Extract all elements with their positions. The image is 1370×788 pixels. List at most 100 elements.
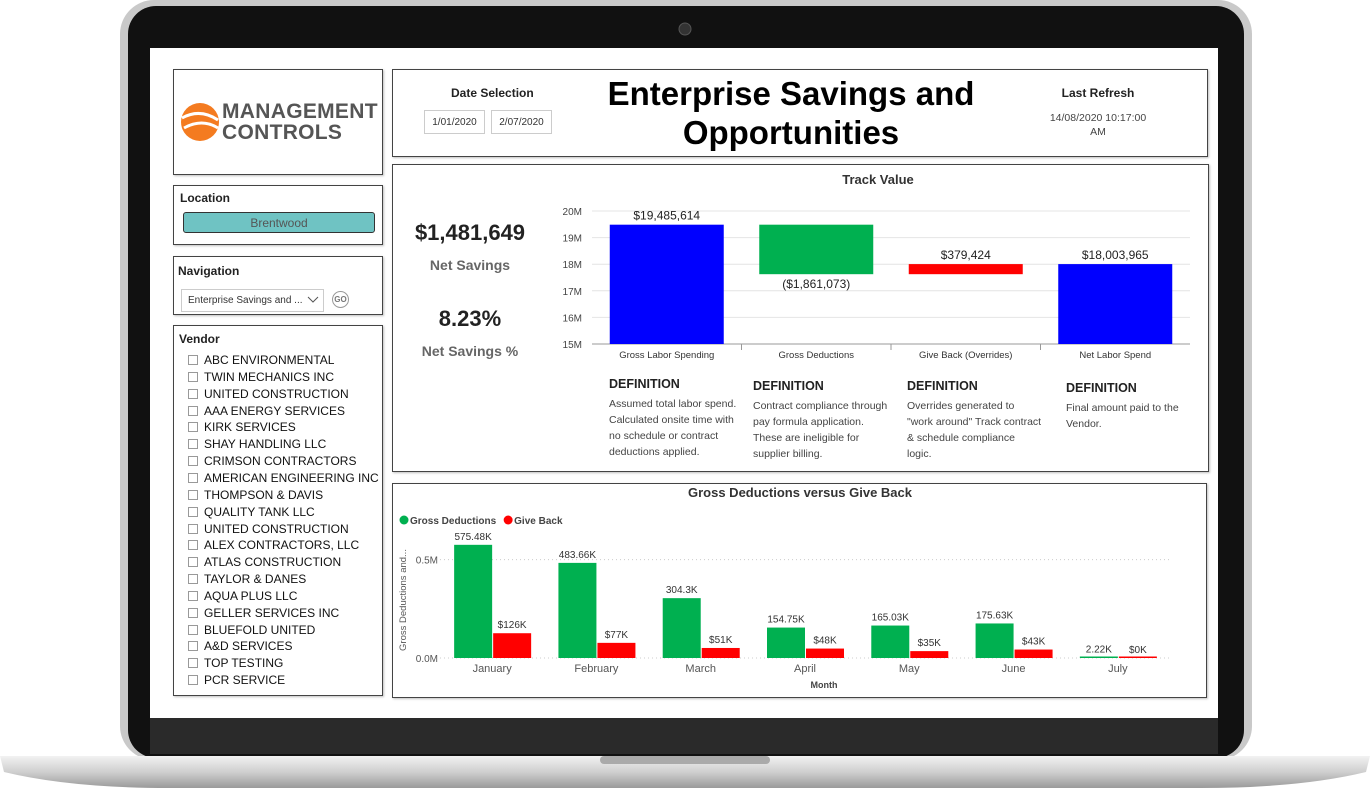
go-button[interactable]: GO bbox=[332, 291, 349, 308]
checkbox[interactable] bbox=[188, 523, 198, 534]
checkbox[interactable] bbox=[188, 540, 198, 551]
value-label: 304.3K bbox=[666, 585, 698, 596]
location-button[interactable]: Brentwood bbox=[183, 212, 375, 233]
vendor-item[interactable]: ABC ENVIRONMENTAL bbox=[188, 352, 334, 368]
legend-label: Give Back bbox=[514, 516, 563, 527]
checkbox[interactable] bbox=[188, 557, 198, 568]
vendor-item[interactable]: AAA ENERGY SERVICES bbox=[188, 403, 345, 419]
vendor-name: AMERICAN ENGINEERING INC bbox=[204, 470, 379, 485]
vendor-name: TOP TESTING bbox=[204, 656, 284, 671]
base-notch bbox=[600, 756, 770, 764]
value-label: $126K bbox=[498, 620, 527, 631]
vendor-item[interactable]: A&D SERVICES bbox=[188, 638, 292, 654]
location-panel: Location Brentwood bbox=[173, 185, 383, 245]
navigation-panel: Navigation Enterprise Savings and ... GO bbox=[173, 256, 383, 315]
vendor-name: THOMPSON & DAVIS bbox=[204, 487, 324, 502]
vendor-name: SHAY HANDLING LLC bbox=[204, 437, 327, 452]
vendor-name: PCR SERVICE bbox=[204, 673, 286, 688]
chart-title: Gross Deductions versus Give Back bbox=[688, 485, 913, 500]
logo-panel: MANAGEMENT CONTROLS bbox=[173, 69, 383, 175]
vendor-name: AQUA PLUS LLC bbox=[204, 588, 298, 603]
bar bbox=[701, 647, 740, 658]
vendor-item[interactable]: PCR SERVICE bbox=[188, 672, 285, 688]
value-label: $18,003,965 bbox=[1082, 248, 1149, 262]
vendor-item[interactable]: GELLER SERVICES INC bbox=[188, 605, 339, 621]
checkbox[interactable] bbox=[188, 590, 198, 601]
vendor-item[interactable]: SHAY HANDLING LLC bbox=[188, 436, 326, 452]
vendor-item[interactable]: ALEX CONTRACTORS, LLC bbox=[188, 537, 359, 553]
vendor-name: KIRK SERVICES bbox=[204, 420, 296, 435]
legend-marker bbox=[503, 515, 513, 525]
vendor-item[interactable]: QUALITY TANK LLC bbox=[188, 504, 315, 520]
bar bbox=[493, 633, 532, 658]
vendor-name: TWIN MECHANICS INC bbox=[204, 369, 334, 384]
vendor-name: UNITED CONSTRUCTION bbox=[204, 386, 349, 401]
checkbox[interactable] bbox=[188, 388, 198, 399]
date-start[interactable]: 1/01/2020 bbox=[424, 110, 485, 134]
checkbox[interactable] bbox=[188, 641, 198, 652]
dashboard-title: Enterprise Savings and Opportunities bbox=[607, 75, 975, 151]
y-tick-label: 16M bbox=[563, 313, 582, 324]
vendor-item[interactable]: ATLAS CONSTRUCTION bbox=[188, 554, 341, 570]
vendor-name: TAYLOR & DANES bbox=[204, 572, 307, 587]
vendor-item[interactable]: TAYLOR & DANES bbox=[188, 571, 306, 587]
header-panel: Date Selection 1/01/2020 2/07/2020 Enter… bbox=[392, 69, 1208, 157]
y-tick-label: 17M bbox=[563, 287, 582, 298]
value-label: $51K bbox=[709, 635, 733, 646]
vendor-name: GELLER SERVICES INC bbox=[204, 605, 340, 620]
x-axis-label: Month bbox=[811, 680, 838, 690]
vendor-item[interactable]: TWIN MECHANICS INC bbox=[188, 369, 334, 385]
vendor-name: AAA ENERGY SERVICES bbox=[204, 403, 345, 418]
value-label: 2.22K bbox=[1086, 645, 1112, 656]
definition-text: Contract compliance through pay formula … bbox=[753, 400, 888, 460]
checkbox[interactable] bbox=[188, 489, 198, 500]
bar bbox=[759, 224, 874, 275]
definition-text: Overrides generated to "work around" Tra… bbox=[907, 400, 1042, 460]
checkbox[interactable] bbox=[188, 422, 198, 433]
value-label: ($1,861,073) bbox=[782, 277, 850, 291]
vendor-item[interactable]: TOP TESTING bbox=[188, 655, 283, 671]
kpi-value: 8.23% bbox=[438, 306, 502, 331]
bar bbox=[908, 264, 1023, 275]
checkbox[interactable] bbox=[188, 439, 198, 450]
checkbox[interactable] bbox=[188, 624, 198, 635]
checkbox[interactable] bbox=[188, 456, 198, 467]
vendor-item[interactable]: UNITED CONSTRUCTION bbox=[188, 386, 349, 402]
x-tick-label: Net Labor Spend bbox=[1079, 350, 1151, 361]
bar bbox=[806, 648, 844, 658]
laptop-base bbox=[0, 756, 1370, 788]
vendor-item[interactable]: CRIMSON CONTRACTORS bbox=[188, 453, 356, 469]
dropdown-value: Enterprise Savings and ... bbox=[188, 295, 303, 306]
vendor-item[interactable]: THOMPSON & DAVIS bbox=[188, 487, 323, 503]
vendor-item[interactable]: KIRK SERVICES bbox=[188, 419, 296, 435]
vendor-item[interactable]: BLUEFOLD UNITED bbox=[188, 622, 315, 638]
checkbox[interactable] bbox=[188, 355, 198, 365]
checkbox[interactable] bbox=[188, 506, 198, 517]
navigation-dropdown[interactable]: Enterprise Savings and ... bbox=[181, 289, 324, 312]
chart-title: Track Value bbox=[842, 172, 914, 187]
checkbox[interactable] bbox=[188, 574, 198, 585]
checkbox[interactable] bbox=[188, 472, 198, 483]
checkbox[interactable] bbox=[188, 658, 198, 669]
x-tick-label: Gross Labor Spending bbox=[619, 350, 714, 361]
value-label: 575.48K bbox=[455, 532, 493, 543]
definition-heading: DEFINITION bbox=[609, 377, 680, 391]
checkbox[interactable] bbox=[188, 405, 198, 416]
x-tick-label: January bbox=[473, 663, 513, 675]
value-label: 175.63K bbox=[976, 610, 1014, 621]
camera bbox=[678, 22, 692, 36]
bar bbox=[454, 544, 493, 658]
definition-heading: DEFINITION bbox=[753, 379, 824, 393]
value-label: $48K bbox=[813, 636, 837, 647]
dropdown-chevron bbox=[307, 296, 319, 303]
bar bbox=[662, 598, 701, 658]
vendor-item[interactable]: AQUA PLUS LLC bbox=[188, 588, 297, 604]
checkbox[interactable] bbox=[188, 607, 198, 618]
checkbox[interactable] bbox=[188, 675, 198, 686]
vendor-item[interactable]: UNITED CONSTRUCTION bbox=[188, 521, 349, 537]
date-end[interactable]: 2/07/2020 bbox=[491, 110, 552, 134]
checkbox[interactable] bbox=[188, 371, 198, 382]
vendor-item[interactable]: AMERICAN ENGINEERING INC bbox=[188, 470, 379, 486]
vendor-label: Vendor bbox=[179, 332, 220, 346]
deductions-panel bbox=[392, 483, 1207, 698]
